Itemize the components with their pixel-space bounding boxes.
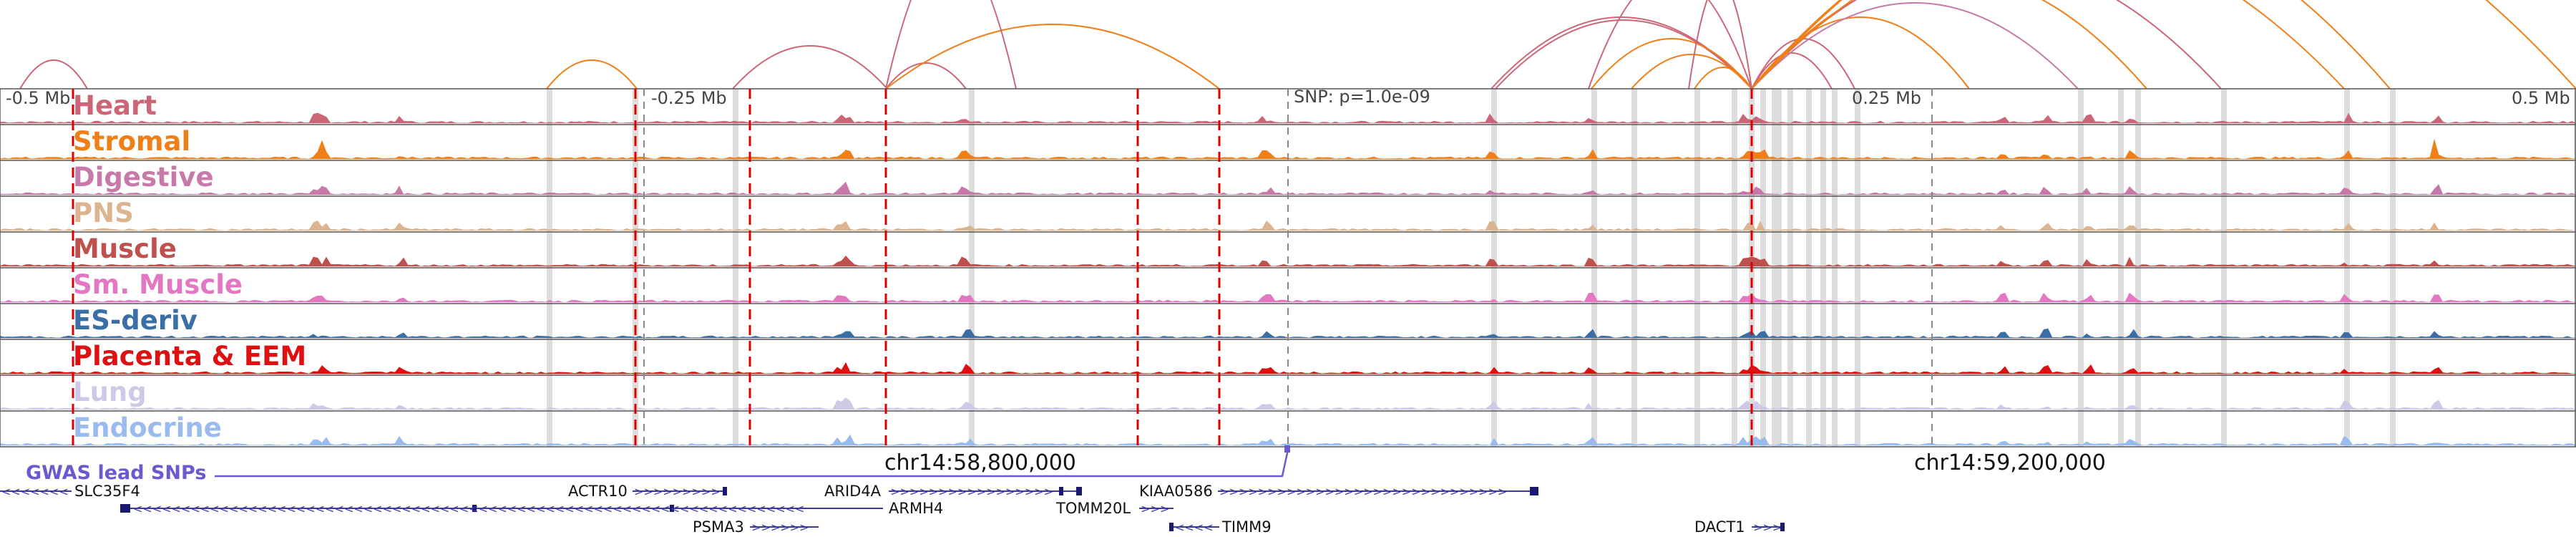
loop-arc [885, 0, 1017, 90]
gene-actr10[interactable]: >>>>>>>>> ACTR10 [568, 483, 727, 500]
gene-label: SLC35F4 [74, 483, 140, 500]
track-label: Heart [73, 90, 157, 121]
track-label: Muscle [73, 233, 177, 264]
gene-tomm20l[interactable]: >>> TOMM20L [1055, 500, 1174, 517]
loop-arc [732, 45, 888, 90]
track-labels: Heart Stromal Digestive PNS Muscle Sm. Muscle… [73, 90, 306, 443]
track-label: ES-deriv [73, 305, 197, 336]
gene-label: TIMM9 [1221, 518, 1272, 536]
strand-arrows-icon: >>>>>> [751, 521, 809, 534]
gene-label: ARID4A [824, 483, 882, 500]
track-label: Sm. Muscle [73, 269, 243, 300]
gene-arid4a[interactable]: >>>>>>>>>>>>>>>>> ARID4A [824, 483, 1082, 500]
loop-arc [1751, 0, 2576, 90]
gwas-connector-line [215, 449, 1289, 478]
gene-label: ACTR10 [568, 483, 628, 500]
gene-exon [1169, 523, 1174, 531]
gene-exon [120, 504, 130, 513]
gene-timm9[interactable]: <<<< TIMM9 [1169, 518, 1272, 536]
strand-arrows-icon: >>>>>>>>>>>>>>>>> [890, 485, 1053, 498]
loop-arc [1694, 67, 1752, 90]
gwas-label: GWAS lead SNPs [26, 462, 206, 484]
gene-exon [1059, 487, 1063, 495]
strand-arrows-icon: <<<<<<< [1, 485, 69, 498]
strand-arrows-icon: >>> [1141, 502, 1169, 516]
track-label: Lung [73, 377, 147, 407]
chromatin-loop-arcs [19, 0, 2576, 90]
track-label: Digestive [73, 162, 214, 193]
loop-arc [19, 59, 88, 90]
ruler-mid-right-label: 0.25 Mb [1852, 88, 1921, 108]
gwas-track: GWAS lead SNPs [26, 445, 1290, 484]
loop-arc [1751, 2, 2079, 90]
track-placenta-eem [0, 339, 2576, 374]
gene-dact1[interactable]: >>> DACT1 [1694, 518, 1785, 536]
snp-pvalue-label: SNP: p=1.0e-09 [1294, 87, 1430, 107]
strand-arrows-icon: >>> [1753, 521, 1782, 534]
gene-armh4[interactable]: <<<<<<<<<<<<<<<<<<<<<<<<<<<<<<<<<<<<<<<<… [120, 500, 943, 517]
strand-arrows-icon: >>>>>>>>> [634, 485, 721, 498]
track-label: Endocrine [73, 412, 222, 443]
ruler-right-label: 0.5 Mb [2512, 88, 2570, 108]
gene-label: PSMA3 [693, 518, 744, 536]
loop-arc [1751, 38, 1855, 90]
track-label: Stromal [73, 126, 190, 157]
ruler-mid-left-label: -0.25 Mb [651, 88, 727, 108]
loop-arc [1631, 54, 1752, 90]
gwas-snp-marker [1284, 445, 1290, 453]
track-pns [0, 195, 2576, 231]
gene-exon [1530, 487, 1538, 495]
gene-exon [1780, 523, 1785, 531]
track-label: PNS [73, 198, 134, 228]
loop-arc [1688, 0, 1752, 90]
gene-exon [472, 505, 477, 512]
track-label: Placenta & EEM [73, 341, 306, 372]
loop-arc [546, 59, 638, 90]
gene-label: TOMM20L [1055, 500, 1131, 517]
gene-exon [670, 505, 674, 512]
strand-arrows-icon: >>>>>>>>>>>>>>>>>>>>>>>>>>>>>> [1219, 485, 1507, 498]
loop-arc [1588, 0, 1752, 90]
loop-arc [1751, 0, 2147, 90]
gene-label: DACT1 [1694, 518, 1745, 536]
gene-exon [1076, 487, 1082, 495]
loop-arc [1591, 38, 1752, 90]
accessibility-signal [0, 397, 2576, 410]
gene-exon [723, 487, 727, 495]
accessibility-signal [0, 434, 2576, 446]
strand-arrows-icon: <<<<<<<<<<<<<<<<<<<<<<<<<<<<<<<<<<<<<<<<… [133, 502, 804, 516]
coordinate-left: chr14:58,800,000 [884, 450, 1076, 475]
loop-arc [885, 62, 967, 90]
loop-arc [1495, 19, 1752, 90]
snp-marker-lines [72, 89, 1933, 447]
coordinate-right: chr14:59,200,000 [1914, 450, 2106, 475]
gene-label: KIAA0586 [1139, 483, 1213, 500]
accessibility-signal [0, 255, 2576, 267]
strand-arrows-icon: <<<< [1175, 521, 1214, 534]
loop-arc [885, 24, 1220, 90]
gene-kiaa0586[interactable]: >>>>>>>>>>>>>>>>>>>>>>>>>>>>>> KIAA0586 [1139, 483, 1538, 500]
ruler-left-label: -0.5 Mb [6, 88, 70, 108]
track-digestive [0, 160, 2576, 195]
gene-slc35f4[interactable]: <<<<<<< SLC35F4 [0, 483, 140, 500]
gene-label: ARMH4 [889, 500, 943, 517]
accessibility-signal [0, 221, 2576, 231]
gene-psma3[interactable]: >>>>>> PSMA3 [693, 518, 819, 536]
loop-arc [1751, 52, 1833, 90]
loop-arc [1751, 0, 2345, 90]
gene-track: <<<<<<< SLC35F4 >>>>>>>>> ACTR10 >>>>>>>… [0, 483, 1785, 536]
loop-arc [1751, 0, 2222, 90]
accessibility-signal [0, 112, 2576, 124]
